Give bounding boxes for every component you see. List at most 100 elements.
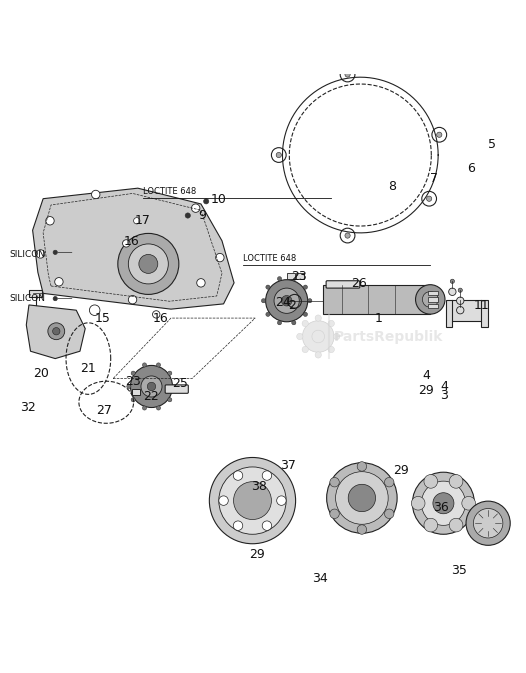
Circle shape	[333, 333, 340, 340]
Circle shape	[302, 321, 334, 352]
Circle shape	[466, 501, 510, 545]
Text: 4: 4	[422, 369, 430, 382]
Circle shape	[143, 363, 147, 367]
Text: 23: 23	[291, 269, 307, 283]
Circle shape	[168, 371, 172, 376]
Circle shape	[457, 306, 464, 314]
Text: LOCTITE 648: LOCTITE 648	[143, 187, 196, 197]
Circle shape	[312, 330, 325, 343]
FancyBboxPatch shape	[287, 273, 295, 279]
Circle shape	[449, 518, 463, 532]
FancyBboxPatch shape	[428, 297, 438, 302]
Circle shape	[277, 320, 281, 325]
Circle shape	[130, 365, 173, 408]
Circle shape	[422, 191, 437, 206]
Circle shape	[302, 320, 308, 326]
Circle shape	[437, 132, 442, 137]
Circle shape	[348, 485, 376, 511]
Text: 15: 15	[95, 312, 110, 324]
Text: 10: 10	[210, 193, 226, 206]
Text: SILICON: SILICON	[9, 294, 45, 303]
Text: 36: 36	[433, 501, 449, 514]
Polygon shape	[323, 285, 430, 314]
Text: 26: 26	[351, 277, 367, 291]
Circle shape	[141, 376, 162, 397]
Circle shape	[191, 204, 200, 213]
Circle shape	[292, 277, 296, 281]
Text: 17: 17	[135, 214, 151, 227]
Text: 24: 24	[275, 296, 291, 309]
Circle shape	[457, 297, 464, 304]
Circle shape	[422, 291, 438, 308]
Circle shape	[345, 233, 350, 238]
Circle shape	[185, 213, 190, 218]
FancyBboxPatch shape	[132, 389, 140, 396]
Circle shape	[385, 477, 394, 487]
Circle shape	[449, 288, 456, 295]
Circle shape	[48, 323, 65, 340]
Circle shape	[219, 496, 228, 505]
Circle shape	[118, 234, 179, 294]
Circle shape	[266, 312, 270, 316]
Circle shape	[308, 299, 312, 303]
Text: 3: 3	[441, 389, 448, 402]
Circle shape	[462, 497, 476, 510]
Circle shape	[424, 474, 438, 488]
Text: 16: 16	[153, 312, 168, 324]
FancyBboxPatch shape	[428, 304, 438, 308]
Text: SILICON: SILICON	[9, 250, 45, 259]
Text: 2: 2	[288, 299, 296, 312]
Text: 8: 8	[388, 180, 396, 193]
Circle shape	[277, 277, 281, 281]
Text: 5: 5	[488, 138, 496, 151]
Circle shape	[261, 299, 266, 303]
Text: LOCTITE 648: LOCTITE 648	[243, 254, 296, 263]
Circle shape	[53, 250, 57, 254]
Circle shape	[411, 497, 425, 510]
Circle shape	[123, 240, 130, 247]
Circle shape	[336, 472, 388, 524]
Text: 7: 7	[430, 172, 438, 185]
Circle shape	[168, 398, 172, 402]
Circle shape	[172, 384, 176, 388]
Circle shape	[234, 482, 271, 520]
Circle shape	[330, 509, 339, 518]
Text: 22: 22	[144, 390, 159, 404]
Circle shape	[304, 285, 308, 289]
Circle shape	[304, 312, 308, 316]
Circle shape	[345, 72, 350, 77]
Circle shape	[458, 288, 462, 292]
FancyBboxPatch shape	[326, 281, 360, 288]
Circle shape	[139, 254, 158, 273]
Circle shape	[55, 277, 63, 286]
Circle shape	[92, 190, 100, 199]
Circle shape	[357, 525, 367, 534]
Circle shape	[262, 521, 271, 530]
Text: 29: 29	[249, 548, 265, 561]
Text: 27: 27	[96, 404, 112, 417]
Circle shape	[156, 406, 160, 410]
Circle shape	[147, 382, 156, 391]
Polygon shape	[26, 305, 85, 359]
Circle shape	[233, 521, 242, 530]
Text: 23: 23	[125, 375, 141, 388]
Circle shape	[281, 295, 292, 306]
Circle shape	[89, 305, 100, 316]
Circle shape	[357, 462, 367, 471]
Circle shape	[266, 285, 270, 289]
FancyBboxPatch shape	[428, 291, 438, 295]
Text: PartsRepublik: PartsRepublik	[334, 330, 443, 343]
Circle shape	[412, 472, 474, 534]
Circle shape	[449, 474, 463, 488]
Circle shape	[128, 295, 137, 304]
Text: 37: 37	[280, 459, 296, 472]
Circle shape	[134, 217, 140, 224]
Circle shape	[277, 496, 286, 505]
FancyBboxPatch shape	[296, 273, 304, 279]
Circle shape	[204, 199, 209, 204]
FancyBboxPatch shape	[165, 385, 188, 393]
Circle shape	[328, 320, 335, 326]
Text: 29: 29	[418, 384, 434, 396]
Circle shape	[330, 477, 339, 487]
Circle shape	[315, 315, 321, 321]
